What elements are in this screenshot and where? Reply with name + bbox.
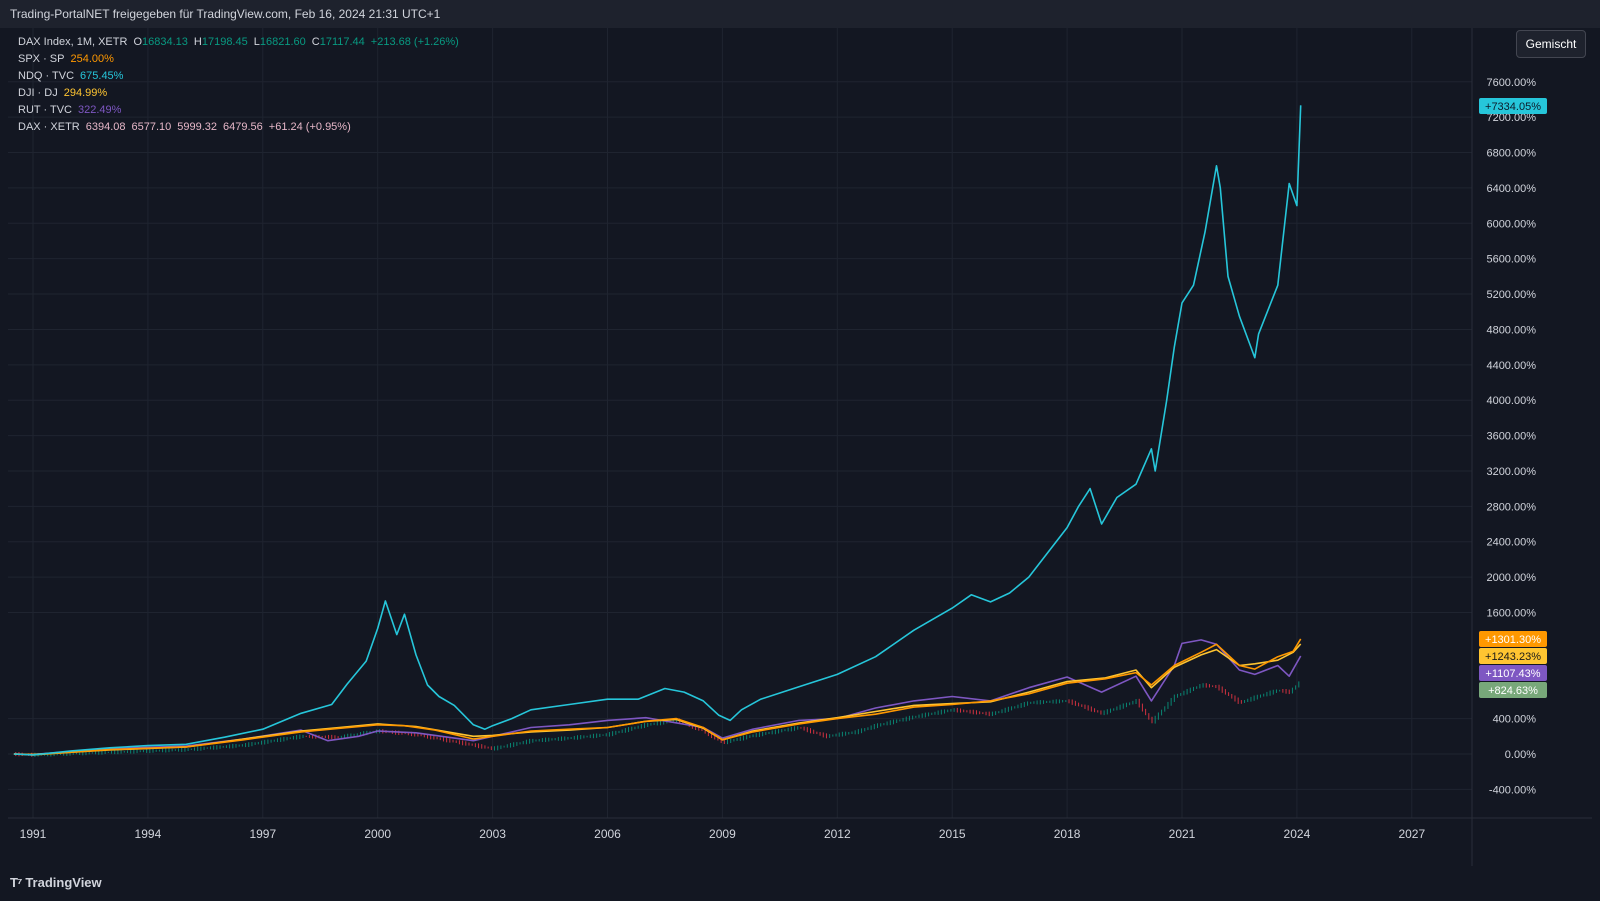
last-value-label-dax: +824.63% [1479,682,1547,698]
y-tick-label: 6800.00% [1486,148,1536,160]
legend-row-dji[interactable]: DJI · DJ 294.99% [18,85,465,102]
y-tick-label: 2400.00% [1486,537,1536,549]
last-value-text: +824.63% [1488,685,1538,697]
legend-low-label: L [253,36,260,48]
x-tick-label: 2018 [1054,827,1081,841]
legend-row-main[interactable]: DAX Index, 1M, XETR O16834.13 H17198.45 L16… [18,34,465,51]
legend-low: 16821.60 [259,36,306,48]
last-value-badge [1479,682,1547,698]
shared-by-text: Trading-PortalNET freigegeben für Tradin… [10,7,441,21]
chart-legend: DAX Index, 1M, XETR O16834.13 H17198.45 L16… [18,34,465,136]
legend-ndq-label: NDQ · TVC [18,70,75,82]
legend-change: +213.68 (+1.26%) [370,36,459,48]
y-tick-label: 0.00% [1505,749,1536,761]
legend-dji-value: 294.99% [63,87,108,99]
x-tick-label: 2009 [709,827,736,841]
y-tick-label: 2000.00% [1486,572,1536,584]
y-tick-label: 5600.00% [1486,254,1536,266]
tradingview-logo-icon: T⁷ [10,875,22,890]
series-line-dji[interactable] [13,643,1302,756]
x-tick-label: 2015 [939,827,966,841]
chart-canvas[interactable]: 7600.00% 7200.00% 6800.00% 6400.00% 6000.00%… [8,28,1592,866]
legend-dax-change: +61.24 (+0.95%) [268,121,351,133]
series-line-spx[interactable] [13,638,1302,756]
last-value-badge [1479,648,1547,664]
legend-row-spx[interactable]: SPX · SP 254.00% [18,51,465,68]
y-tick-label: 6000.00% [1486,218,1536,230]
legend-open: 16834.13 [142,36,188,48]
x-tick-label: 1997 [249,827,276,841]
y-tick-label: 7200.00% [1486,112,1536,124]
y-tick-label: 6400.00% [1486,183,1536,195]
tradingview-logo-text: TradingView [25,875,102,890]
legend-dax-label: DAX · XETR [18,121,80,133]
x-tick-label: 2006 [594,827,621,841]
top-bar: Trading-PortalNET freigegeben für Tradin… [0,0,1600,28]
footer: T⁷ TradingView [0,866,1600,901]
x-tick-label: 1994 [135,827,162,841]
y-tick-label: 2800.00% [1486,501,1536,513]
legend-dax-high: 6577.10 [131,121,172,133]
x-tick-label: 2021 [1169,827,1196,841]
last-value-badge [1479,631,1547,647]
legend-dax-open: 6394.08 [85,121,126,133]
last-value-badge [1479,665,1547,681]
y-tick-label: 5200.00% [1486,289,1536,301]
legend-row-rut[interactable]: RUT · TVC 322.49% [18,102,465,119]
x-tick-label: 1991 [20,827,47,841]
x-tick-label: 2012 [824,827,851,841]
y-tick-label: 3200.00% [1486,466,1536,478]
series-line-ndq[interactable] [13,105,1302,756]
x-tick-label: 2027 [1398,827,1425,841]
x-tick-label: 2003 [479,827,506,841]
y-tick-label: 3600.00% [1486,431,1536,443]
y-tick-label: 4400.00% [1486,360,1536,372]
tradingview-logo[interactable]: T⁷ TradingView [10,875,102,890]
legend-high-label: H [193,36,202,48]
last-value-badge [1479,98,1547,114]
legend-row-ndq[interactable]: NDQ · TVC 675.45% [18,68,465,85]
legend-spx-value: 254.00% [70,53,114,65]
last-value-label-spx: +1301.30% [1479,631,1547,647]
chart-panel[interactable]: 7600.00% 7200.00% 6800.00% 6400.00% 6000.00%… [8,28,1592,866]
legend-high: 17198.45 [201,36,248,48]
legend-spx-label: SPX · SP [18,53,65,65]
last-value-label-dji: +1243.23% [1479,648,1547,664]
last-value-text: +1107.43% [1485,668,1540,680]
legend-dax-low: 5999.32 [177,121,218,133]
legend-dji-label: DJI · DJ [18,87,58,99]
legend-open-label: O [133,36,142,48]
legend-close: 17117.44 [319,36,365,48]
y-tick-label: 7600.00% [1486,77,1536,89]
last-value-label-rut: +1107.43% [1479,665,1547,681]
series-line-rut[interactable] [13,639,1302,756]
legend-ndq-value: 675.45% [80,70,124,82]
y-tick-label: 400.00% [1493,714,1537,726]
last-value-text: +1301.30% [1485,634,1541,646]
legend-row-dax[interactable]: DAX · XETR 6394.08 6577.10 5999.32 6479.56 +6… [18,119,465,136]
x-tick-label: 2000 [364,827,391,841]
y-tick-label: 4800.00% [1486,324,1536,336]
y-tick-label: 4000.00% [1486,395,1536,407]
legend-close-label: C [311,36,320,48]
y-tick-label: -400.00% [1489,784,1536,796]
last-value-label-ndq: +7334.05% [1479,98,1547,114]
last-value-text: +1243.23% [1485,651,1541,663]
legend-rut-value: 322.49% [78,104,122,116]
scale-mode-button[interactable]: Gemischt [1516,30,1586,58]
legend-dax-close: 6479.56 [223,121,263,133]
y-tick-label: 1600.00% [1486,607,1536,619]
x-tick-label: 2024 [1284,827,1311,841]
legend-main-label: DAX Index, 1M, XETR [18,36,128,48]
last-value-text: +7334.05% [1485,101,1541,113]
legend-rut-label: RUT · TVC [18,104,72,116]
